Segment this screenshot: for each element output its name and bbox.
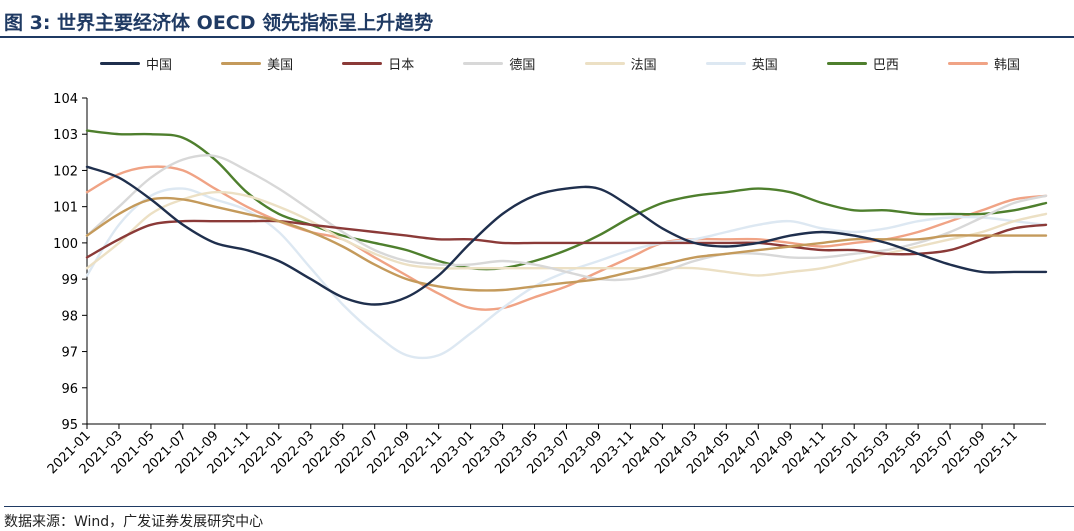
y-tick-label: 103 (53, 128, 78, 143)
legend-item: 韩国 (947, 54, 1020, 73)
legend-swatch (100, 61, 140, 65)
series-line-4 (85, 154, 1048, 282)
legend-item: 中国 (100, 54, 172, 73)
legend-label: 美国 (267, 57, 294, 73)
y-tick-label: 96 (61, 382, 78, 397)
series-line-7 (85, 129, 1048, 271)
figure-title: 图 3: 世界主要经济体 OECD 领先指标呈上升趋势 (4, 12, 434, 34)
y-tick-label: 104 (53, 92, 78, 107)
legend-swatch (463, 61, 504, 65)
legend-swatch (947, 61, 988, 65)
series-line-3 (85, 219, 1048, 259)
legend-swatch (705, 61, 746, 65)
legend-label: 英国 (751, 57, 778, 73)
series-line-1 (85, 165, 1048, 306)
line-chart: 95969798991001011021031042021-012021-032… (45, 92, 1048, 477)
y-tick-label: 99 (61, 273, 78, 288)
legend-swatch (584, 61, 625, 65)
y-tick-label: 100 (53, 237, 78, 252)
chart-legend: 中国 美国 日本 德国 法国 英国 巴西 韩国 (100, 52, 1020, 74)
legend-item: 英国 (705, 54, 778, 73)
legend-item: 德国 (463, 54, 535, 73)
y-tick-label: 102 (53, 164, 78, 179)
legend-item: 日本 (342, 54, 414, 73)
source-note: 数据来源：Wind，广发证券发展研究中心 (4, 506, 1074, 531)
y-tick-label: 98 (61, 309, 78, 324)
legend-swatch (221, 61, 262, 65)
series-line-6 (85, 187, 1048, 360)
legend-label: 韩国 (993, 57, 1020, 73)
legend-label: 中国 (146, 57, 173, 73)
legend-swatch (826, 61, 867, 65)
y-tick-label: 97 (61, 346, 78, 361)
y-tick-label: 95 (61, 418, 78, 433)
legend-item: 美国 (221, 54, 293, 73)
y-tick-label: 101 (53, 201, 78, 216)
series-line-2 (85, 196, 1048, 292)
legend-label: 巴西 (872, 57, 899, 73)
legend-label: 日本 (388, 57, 415, 73)
legend-item: 巴西 (826, 54, 899, 73)
title-bar: 图 3: 世界主要经济体 OECD 领先指标呈上升趋势 (0, 0, 1074, 38)
legend-label: 德国 (509, 57, 536, 73)
legend-swatch (342, 61, 383, 65)
legend-item: 法国 (584, 54, 657, 73)
legend-label: 法国 (630, 57, 657, 73)
